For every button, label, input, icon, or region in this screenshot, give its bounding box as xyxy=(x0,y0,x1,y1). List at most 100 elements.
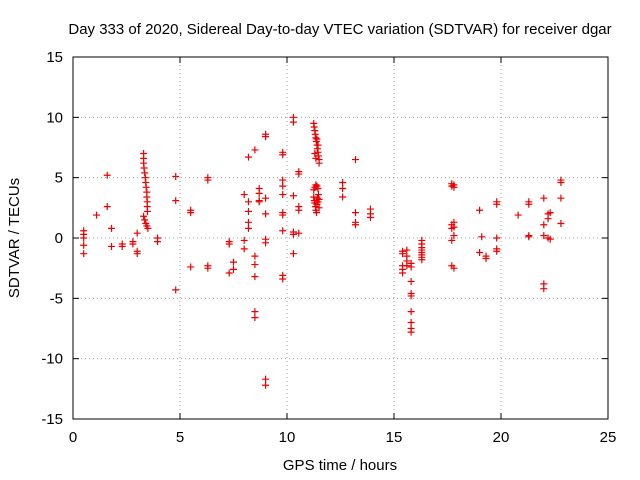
data-point xyxy=(289,228,297,236)
y-tick-label: -10 xyxy=(41,351,63,368)
data-point xyxy=(262,210,270,218)
data-point xyxy=(279,176,287,184)
x-axis-label: GPS time / hours xyxy=(283,457,397,474)
data-point xyxy=(407,263,415,271)
data-point xyxy=(240,191,248,199)
data-point xyxy=(225,240,233,248)
data-point xyxy=(418,256,426,264)
data-points xyxy=(80,113,565,389)
data-point xyxy=(351,156,359,164)
data-point xyxy=(108,242,116,250)
data-point xyxy=(557,220,565,228)
data-point xyxy=(279,191,287,199)
data-point xyxy=(255,198,263,206)
data-point xyxy=(450,264,458,272)
data-point xyxy=(313,209,321,217)
data-point xyxy=(351,221,359,229)
data-point xyxy=(244,153,252,161)
data-point xyxy=(103,203,111,211)
x-tick-label: 25 xyxy=(600,429,617,446)
data-point xyxy=(262,133,270,141)
data-point xyxy=(279,211,287,219)
y-tick-label: -5 xyxy=(50,290,63,307)
data-point xyxy=(172,286,180,294)
data-point xyxy=(525,233,533,241)
data-point xyxy=(244,207,252,215)
data-point xyxy=(514,211,522,219)
data-point xyxy=(251,146,259,154)
y-tick-labels: -15 -10 -5 0 5 10 15 xyxy=(41,49,63,428)
data-point xyxy=(493,247,501,255)
data-point xyxy=(482,255,490,263)
data-point xyxy=(295,229,303,237)
data-point xyxy=(289,250,297,258)
data-point xyxy=(311,150,319,158)
data-point xyxy=(315,159,323,167)
data-point xyxy=(399,250,407,258)
data-point xyxy=(315,195,323,203)
data-point xyxy=(546,209,554,217)
data-point xyxy=(407,328,415,336)
data-point xyxy=(339,178,347,186)
data-point xyxy=(108,224,116,232)
data-point xyxy=(141,216,149,224)
data-point xyxy=(144,224,152,232)
x-tick-label: 20 xyxy=(493,429,510,446)
data-point xyxy=(315,204,323,212)
x-tick-label: 5 xyxy=(176,429,184,446)
data-point xyxy=(251,273,259,281)
data-point xyxy=(310,123,318,131)
data-point xyxy=(251,308,259,316)
data-point xyxy=(118,242,126,250)
data-point xyxy=(407,292,415,300)
data-point xyxy=(448,236,456,244)
data-point xyxy=(204,264,212,272)
y-tick-label: -15 xyxy=(41,411,63,428)
axis-ticks xyxy=(72,56,609,420)
data-point xyxy=(240,236,248,244)
data-point xyxy=(557,194,565,202)
data-point xyxy=(339,193,347,201)
data-point xyxy=(244,198,252,206)
data-point xyxy=(279,275,287,283)
data-point xyxy=(476,248,484,256)
y-tick-label: 5 xyxy=(55,170,63,187)
data-point xyxy=(540,285,548,293)
data-point xyxy=(172,172,180,180)
data-point xyxy=(262,381,270,389)
data-point xyxy=(314,141,322,149)
data-point xyxy=(230,258,237,266)
y-tick-label: 0 xyxy=(55,230,63,247)
data-point xyxy=(313,194,321,202)
data-point xyxy=(310,193,318,201)
y-tick-label: 15 xyxy=(46,49,63,66)
grid-lines xyxy=(73,57,608,419)
data-point xyxy=(251,261,259,269)
x-tick-label: 0 xyxy=(69,429,77,446)
data-point xyxy=(204,176,212,184)
data-point xyxy=(525,200,533,208)
data-point xyxy=(399,269,407,277)
data-point xyxy=(407,318,415,326)
data-point xyxy=(279,227,287,235)
data-point xyxy=(544,215,552,223)
data-point xyxy=(289,118,297,126)
data-point xyxy=(172,197,180,205)
data-point xyxy=(142,183,150,191)
data-point xyxy=(244,224,252,232)
data-point xyxy=(478,233,486,241)
data-point xyxy=(262,194,270,202)
data-point xyxy=(546,235,554,243)
data-point xyxy=(351,209,359,217)
data-point xyxy=(279,182,287,190)
data-point xyxy=(262,375,270,383)
data-point xyxy=(313,145,321,153)
data-point xyxy=(407,277,415,285)
data-point xyxy=(225,269,233,277)
data-point xyxy=(313,135,321,143)
x-tick-label: 15 xyxy=(386,429,403,446)
data-point xyxy=(140,164,148,172)
data-point xyxy=(540,232,548,240)
data-point xyxy=(129,240,137,248)
